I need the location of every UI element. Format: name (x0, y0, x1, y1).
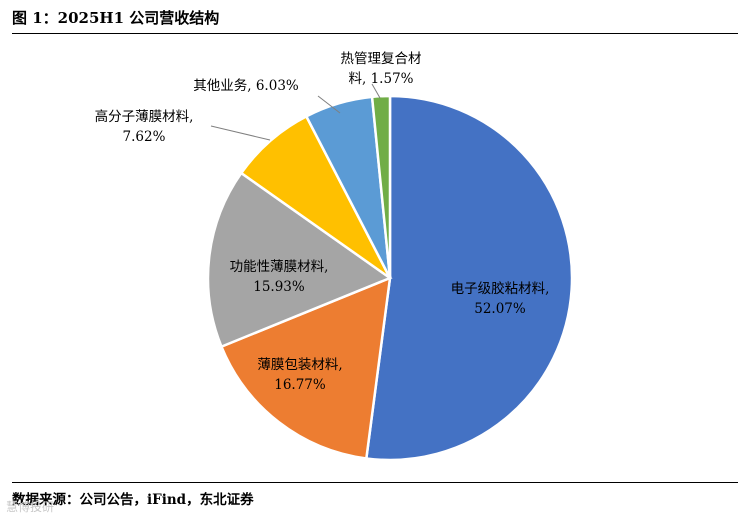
bottom-rule (12, 482, 738, 483)
slice-label-3: 功能性薄膜材料, 15.93% (230, 259, 329, 295)
pie-slice-1 (364, 94, 574, 462)
pie-slice-2 (219, 276, 392, 460)
pie-slice-6 (370, 94, 392, 279)
watermark: 慧博投研 (6, 500, 55, 514)
slice-label-6: 热管理复合材料, 1.57% (341, 50, 422, 87)
pie-slice-3 (206, 171, 393, 349)
top-rule (12, 33, 738, 34)
slice-label-2: 薄膜包装材料, 16.77% (257, 357, 342, 393)
leader-line-6 (371, 83, 381, 99)
figure-title: 图 1：2025H1 公司营收结构 (12, 9, 220, 27)
source-note: 数据来源：公司公告，iFind，东北证券 (12, 492, 254, 508)
slice-label-4: 高分子薄膜材料, 7.62% (95, 108, 194, 145)
slice-label-1: 电子级胶粘材料, 52.07% (451, 280, 550, 317)
leader-line-4 (210, 125, 271, 141)
leader-line-5 (317, 95, 341, 114)
slice-label-5: 其他业务, 6.03% (193, 78, 299, 94)
